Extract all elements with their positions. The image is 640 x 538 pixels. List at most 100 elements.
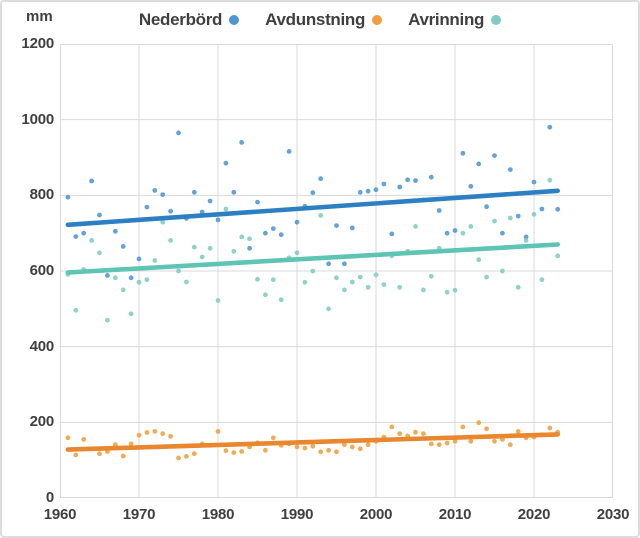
- avdunstning-marker-icon: [372, 15, 383, 25]
- data-point-avrinning: [539, 277, 545, 283]
- data-point-avrinning: [176, 268, 181, 274]
- data-point-avdunstning: [318, 449, 324, 455]
- data-point-nederbörd: [334, 223, 339, 229]
- data-point-avdunstning: [507, 442, 513, 448]
- x-tick-label: 2020: [517, 506, 551, 523]
- data-point-avrinning: [105, 317, 110, 323]
- data-point-avrinning: [89, 238, 94, 243]
- data-point-avrinning: [397, 284, 403, 290]
- data-point-avrinning: [531, 211, 537, 217]
- data-point-nederbörd: [160, 192, 166, 198]
- data-point-nederbörd: [65, 194, 71, 200]
- data-point-avdunstning: [334, 449, 339, 455]
- y-tick-label: 200: [29, 413, 55, 431]
- data-point-avrinning: [310, 268, 316, 274]
- data-point-avdunstning: [184, 454, 189, 459]
- y-tick-label: 600: [29, 262, 55, 279]
- data-point-avdunstning: [191, 451, 197, 457]
- data-point-avrinning: [492, 218, 497, 224]
- data-point-nederbörd: [468, 183, 474, 189]
- data-point-avdunstning: [263, 447, 268, 453]
- data-point-avrinning: [555, 253, 561, 259]
- data-point-avdunstning: [231, 450, 237, 455]
- data-point-nederbörd: [97, 212, 102, 218]
- data-point-avrinning: [476, 257, 482, 263]
- data-point-nederbörd: [263, 230, 268, 236]
- data-point-nederbörd: [286, 149, 292, 154]
- data-point-avrinning: [73, 307, 79, 313]
- data-point-avrinning: [500, 268, 505, 274]
- data-point-avdunstning: [349, 444, 355, 450]
- x-tick-label: 1970: [122, 506, 156, 523]
- plot-area: [60, 44, 613, 498]
- data-point-nederbörd: [310, 190, 316, 196]
- data-point-avdunstning: [397, 431, 403, 437]
- data-point-nederbörd: [460, 150, 466, 156]
- data-point-avdunstning: [365, 442, 371, 448]
- data-point-nederbörd: [342, 261, 347, 267]
- data-point-avdunstning: [468, 438, 474, 444]
- y-tick-label: 1000: [21, 110, 54, 128]
- data-point-nederbörd: [105, 273, 110, 278]
- data-point-avdunstning: [223, 448, 229, 454]
- data-point-nederbörd: [436, 208, 442, 213]
- data-point-avrinning: [128, 311, 134, 317]
- data-point-nederbörd: [144, 204, 150, 210]
- data-point-nederbörd: [389, 231, 395, 237]
- data-point-avdunstning: [73, 452, 79, 458]
- y-tick-label: 1200: [21, 35, 54, 52]
- data-point-nederbörd: [349, 225, 355, 231]
- data-point-nederbörd: [128, 275, 134, 281]
- data-point-avrinning: [484, 274, 489, 280]
- data-point-nederbörd: [531, 179, 537, 185]
- legend-item-nederbord: Nederbörd: [138, 10, 240, 30]
- data-point-avdunstning: [436, 442, 442, 448]
- data-point-nederbörd: [444, 230, 450, 236]
- data-point-avrinning: [255, 276, 260, 282]
- data-point-avrinning: [239, 234, 245, 240]
- data-point-nederbörd: [231, 189, 237, 195]
- data-point-avrinning: [152, 258, 158, 263]
- data-point-avrinning: [318, 213, 324, 218]
- data-point-nederbörd: [255, 199, 260, 205]
- data-point-avdunstning: [152, 429, 158, 434]
- data-point-avdunstning: [239, 449, 245, 454]
- data-point-avdunstning: [310, 443, 316, 449]
- data-point-avdunstning: [128, 441, 134, 447]
- data-point-nederbörd: [381, 181, 387, 187]
- data-point-nederbörd: [215, 217, 221, 223]
- data-point-avrinning: [112, 275, 118, 281]
- data-point-nederbörd: [89, 178, 94, 184]
- data-point-avrinning: [444, 289, 450, 295]
- data-point-nederbörd: [476, 161, 482, 167]
- data-point-avdunstning: [294, 444, 300, 450]
- y-axis-unit-label: mm: [26, 8, 53, 25]
- data-point-avdunstning: [476, 420, 482, 426]
- data-point-avdunstning: [428, 441, 434, 447]
- data-point-avrinning: [342, 287, 347, 293]
- data-point-nederbörd: [278, 232, 284, 238]
- data-point-avdunstning: [460, 424, 466, 430]
- data-point-avdunstning: [160, 431, 166, 437]
- data-point-avdunstning: [452, 438, 458, 444]
- data-point-avdunstning: [421, 431, 426, 437]
- data-point-avdunstning: [215, 429, 221, 434]
- data-point-avrinning: [381, 282, 387, 287]
- data-point-avdunstning: [413, 429, 418, 435]
- nederbord-marker-icon: [229, 15, 240, 25]
- data-point-nederbörd: [484, 204, 489, 210]
- data-point-nederbörd: [176, 130, 181, 136]
- data-point-avdunstning: [168, 433, 173, 439]
- data-point-avdunstning: [357, 446, 363, 452]
- data-point-avrinning: [515, 284, 521, 290]
- data-point-avdunstning: [492, 438, 497, 444]
- legend-label-nederbord: Nederbörd: [138, 10, 223, 29]
- legend-item-avdunstning: Avdunstning: [265, 10, 383, 30]
- data-point-nederbörd: [500, 230, 505, 236]
- data-point-nederbörd: [270, 226, 276, 232]
- data-point-avrinning: [547, 177, 553, 183]
- data-point-avdunstning: [484, 426, 489, 432]
- plot-border: [60, 44, 613, 498]
- data-point-nederbörd: [507, 167, 513, 172]
